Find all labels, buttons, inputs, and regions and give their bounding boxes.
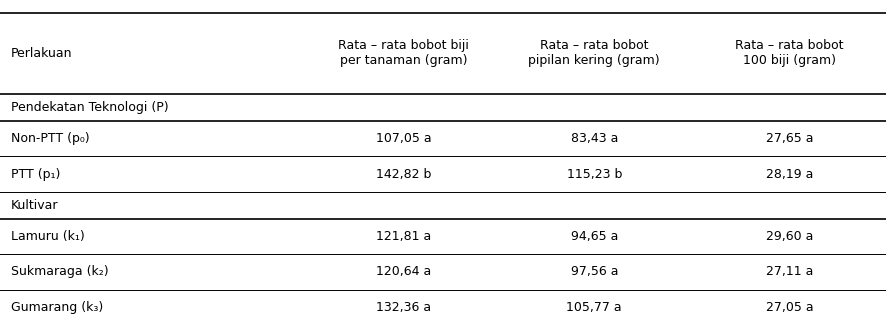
Text: 27,05 a: 27,05 a (765, 301, 812, 314)
Text: 28,19 a: 28,19 a (765, 168, 812, 181)
Text: 142,82 b: 142,82 b (376, 168, 431, 181)
Text: PTT (p₁): PTT (p₁) (11, 168, 60, 181)
Text: 27,11 a: 27,11 a (765, 265, 812, 278)
Text: 94,65 a: 94,65 a (570, 230, 618, 243)
Text: Rata – rata bobot
100 biji (gram): Rata – rata bobot 100 biji (gram) (734, 39, 843, 68)
Text: 83,43 a: 83,43 a (570, 132, 618, 145)
Text: Lamuru (k₁): Lamuru (k₁) (11, 230, 84, 243)
Text: Rata – rata bobot biji
per tanaman (gram): Rata – rata bobot biji per tanaman (gram… (338, 39, 469, 68)
Text: 105,77 a: 105,77 a (566, 301, 621, 314)
Text: 29,60 a: 29,60 a (765, 230, 812, 243)
Text: Gumarang (k₃): Gumarang (k₃) (11, 301, 103, 314)
Text: Rata – rata bobot
pipilan kering (gram): Rata – rata bobot pipilan kering (gram) (528, 39, 659, 68)
Text: Sukmaraga (k₂): Sukmaraga (k₂) (11, 265, 108, 278)
Text: Non-PTT (p₀): Non-PTT (p₀) (11, 132, 89, 145)
Text: Pendekatan Teknologi (P): Pendekatan Teknologi (P) (11, 101, 168, 114)
Text: 132,36 a: 132,36 a (376, 301, 431, 314)
Text: 115,23 b: 115,23 b (566, 168, 621, 181)
Text: Perlakuan: Perlakuan (11, 47, 72, 60)
Text: 121,81 a: 121,81 a (376, 230, 431, 243)
Text: 27,65 a: 27,65 a (765, 132, 812, 145)
Text: Kultivar: Kultivar (11, 199, 58, 212)
Text: 107,05 a: 107,05 a (376, 132, 431, 145)
Text: 120,64 a: 120,64 a (376, 265, 431, 278)
Text: 97,56 a: 97,56 a (570, 265, 618, 278)
